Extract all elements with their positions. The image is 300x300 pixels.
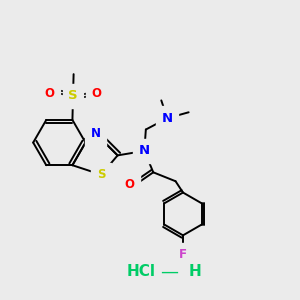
Text: HCl: HCl [127,264,156,279]
Text: O: O [44,87,54,100]
Text: N: N [162,112,173,125]
Text: N: N [91,127,101,140]
Text: O: O [92,87,102,100]
Text: N: N [139,144,150,158]
Text: F: F [179,248,187,262]
Text: S: S [68,89,78,102]
Text: O: O [124,178,134,191]
Text: —: — [160,263,178,281]
Text: H: H [188,264,201,279]
Text: S: S [97,168,106,181]
